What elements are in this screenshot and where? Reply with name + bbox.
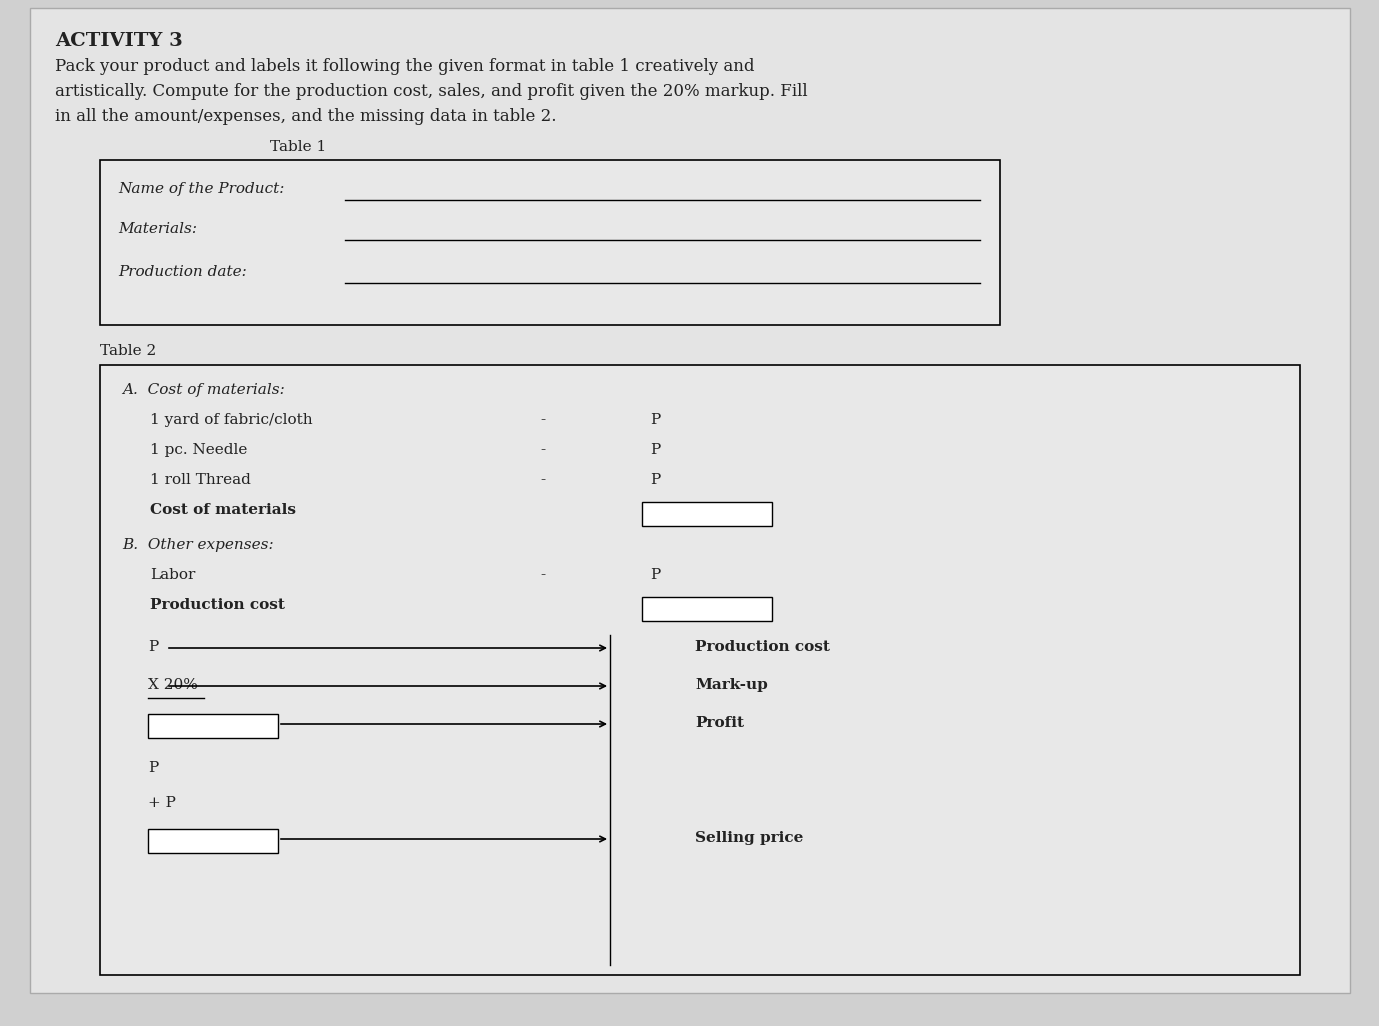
Text: B.  Other expenses:: B. Other expenses: [121, 538, 273, 552]
Text: Table 1: Table 1 [270, 140, 327, 154]
FancyBboxPatch shape [643, 502, 772, 526]
Text: P: P [148, 761, 159, 775]
Text: Table 2: Table 2 [101, 344, 156, 358]
Text: -: - [541, 443, 545, 457]
Text: Cost of materials: Cost of materials [150, 503, 296, 517]
Text: Materials:: Materials: [119, 222, 197, 236]
Text: P: P [650, 413, 661, 427]
Text: -: - [541, 413, 545, 427]
Text: ACTIVITY 3: ACTIVITY 3 [55, 32, 183, 50]
FancyBboxPatch shape [30, 8, 1350, 993]
FancyBboxPatch shape [148, 714, 279, 738]
Text: + P: + P [148, 796, 177, 810]
Text: P: P [650, 473, 661, 487]
Text: P: P [650, 568, 661, 582]
Text: Profit: Profit [695, 716, 745, 731]
Text: X 20%: X 20% [148, 678, 197, 692]
FancyBboxPatch shape [101, 365, 1300, 975]
Text: 1 yard of fabric/cloth: 1 yard of fabric/cloth [150, 413, 313, 427]
Text: 1 pc. Needle: 1 pc. Needle [150, 443, 247, 457]
Text: Production date:: Production date: [119, 265, 247, 279]
Text: Labor: Labor [150, 568, 196, 582]
Text: A.  Cost of materials:: A. Cost of materials: [121, 383, 284, 397]
Text: Name of the Product:: Name of the Product: [119, 182, 284, 196]
Text: artistically. Compute for the production cost, sales, and profit given the 20% m: artistically. Compute for the production… [55, 83, 808, 100]
Text: P: P [650, 443, 661, 457]
Text: -: - [541, 473, 545, 487]
Text: Mark-up: Mark-up [695, 678, 768, 692]
FancyBboxPatch shape [643, 597, 772, 621]
Text: Production cost: Production cost [150, 598, 285, 611]
Text: in all the amount/expenses, and the missing data in table 2.: in all the amount/expenses, and the miss… [55, 108, 557, 125]
Text: P: P [148, 640, 159, 654]
Text: Selling price: Selling price [695, 831, 804, 845]
Text: -: - [541, 568, 545, 582]
Text: 1 roll Thread: 1 roll Thread [150, 473, 251, 487]
FancyBboxPatch shape [148, 829, 279, 853]
Text: Pack your product and labels it following the given format in table 1 creatively: Pack your product and labels it followin… [55, 58, 754, 75]
FancyBboxPatch shape [101, 160, 1000, 325]
Text: Production cost: Production cost [695, 640, 830, 654]
